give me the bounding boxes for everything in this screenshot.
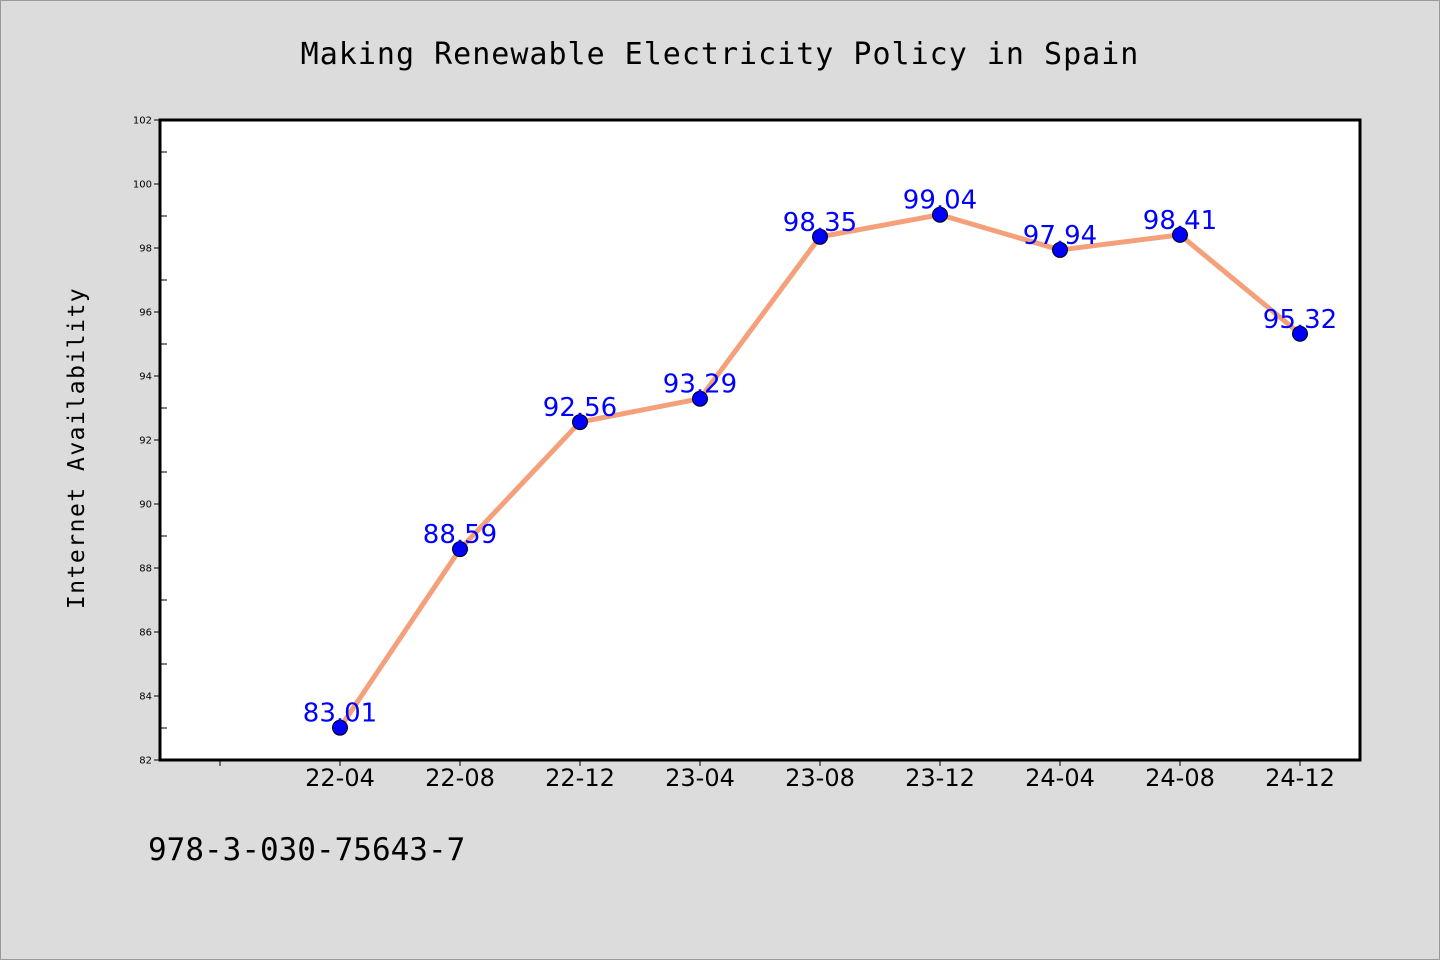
data-point [692, 390, 708, 407]
y-tick-label: 90 [139, 500, 152, 511]
data-point [932, 206, 948, 223]
y-axis-label: Internet Availability [64, 287, 90, 609]
data-point [1292, 325, 1308, 342]
x-tick-label: 23-12 [905, 764, 975, 792]
y-tick-label: 82 [139, 756, 152, 767]
data-label: 93.29 [663, 370, 737, 400]
data-label: 98.41 [1143, 206, 1217, 236]
y-tick-label: 96 [139, 308, 152, 319]
chart-title: Making Renewable Electricity Policy in S… [301, 37, 1140, 72]
data-point [572, 414, 588, 431]
y-tick-label: 88 [139, 564, 152, 575]
data-point [1052, 241, 1068, 258]
y-tick-label: 86 [139, 628, 152, 639]
x-axis: 22-04 22-08 22-12 23-04 23-08 23-12 24-04 24-08… [219, 760, 1335, 792]
data-label: 98.35 [783, 208, 857, 238]
data-label: 83.01 [303, 699, 377, 729]
data-label: 99.04 [903, 186, 977, 216]
y-tick-label: 102 [133, 116, 152, 127]
data-labels: 83.01 88.59 92.56 93.29 98.35 99.04 97.94 98.41… [303, 186, 1337, 729]
series-markers [332, 206, 1308, 736]
x-tick-label: 22-04 [305, 764, 375, 792]
data-label: 95.32 [1263, 305, 1337, 335]
y-tick-label: 98 [139, 244, 152, 255]
y-tick-label: 100 [133, 180, 152, 191]
plot-area [160, 120, 1360, 760]
plot-border [158, 118, 1362, 762]
y-tick-label: 94 [139, 372, 152, 383]
x-tick-label: 23-04 [665, 764, 735, 792]
y-tick-label: 84 [139, 692, 152, 703]
data-point [332, 719, 348, 736]
y-axis: 82 84 86 88 90 92 94 96 98 100 102 [133, 116, 167, 767]
data-point [1172, 226, 1188, 243]
y-tick-label: 92 [139, 436, 152, 447]
x-tick-label: 24-12 [1265, 764, 1335, 792]
isbn-footer: 978-3-030-75643-7 [148, 832, 466, 868]
x-tick-label: 23-08 [785, 764, 855, 792]
data-point [812, 228, 828, 245]
data-point [452, 541, 468, 558]
data-label: 97.94 [1023, 221, 1097, 251]
data-label: 88.59 [423, 520, 497, 550]
data-label: 92.56 [543, 393, 617, 423]
x-tick-label: 24-04 [1025, 764, 1095, 792]
x-tick-label: 22-12 [545, 764, 615, 792]
x-tick-label: 22-08 [425, 764, 495, 792]
x-tick-label: 24-08 [1145, 764, 1215, 792]
